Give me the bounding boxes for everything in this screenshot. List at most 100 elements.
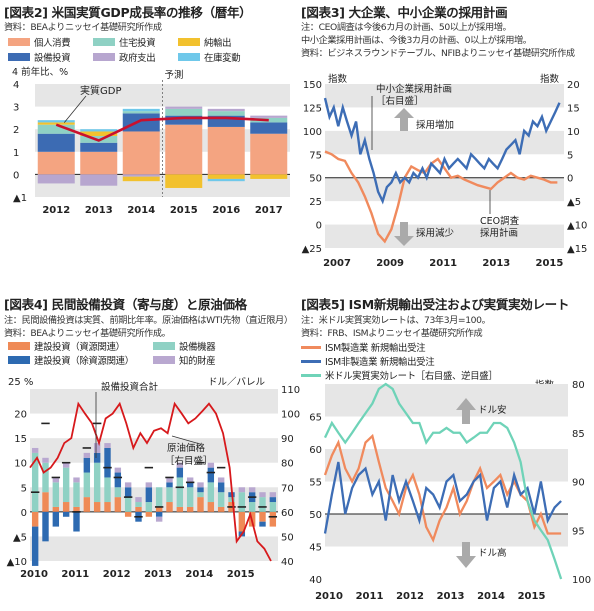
fig4-bar-segment	[62, 467, 70, 503]
fig5-reer-line	[323, 382, 563, 580]
fig2-legend-swatch	[178, 53, 200, 61]
fig2-gdp-label: 実質GDP	[80, 84, 121, 97]
fig5-down-label: ドル高	[478, 547, 507, 559]
fig4-bar-segment	[83, 457, 91, 473]
fig3-xtick: 2015	[536, 258, 564, 269]
fig2-legend-item: 純輸出	[178, 35, 232, 49]
fig5-yleft-tick: 65	[309, 413, 322, 424]
fig2-bar-segment	[207, 174, 245, 179]
fig4-bar-segment	[135, 497, 142, 503]
fig4-bar-segment	[176, 477, 184, 507]
fig3-ceo-line	[324, 150, 558, 244]
fig4-legend-label: 建設投資（除資源関連）	[34, 356, 134, 367]
fig4-bar-segment	[166, 487, 173, 503]
fig2-bar-segment	[165, 124, 203, 175]
fig4-bar-segment	[217, 492, 225, 507]
fig3-yleft-tick: 25	[309, 197, 322, 208]
fig2-bar-segment	[165, 115, 203, 125]
fig2-legend-item: 政府支出	[93, 50, 156, 64]
fig3-up-label: 採用増加	[416, 119, 454, 131]
fig4-legend-label: 知的財産	[179, 356, 216, 367]
fig3-xtick: 2013	[482, 258, 510, 269]
fig4-bar-segment	[166, 477, 173, 483]
fig3-down-label: 採用減少	[416, 227, 455, 239]
fig4-legend-swatch	[153, 342, 175, 350]
fig4-bar-segment	[52, 477, 60, 483]
fig5-legend-item: 米ドル実質実効レート［右目盛、逆目盛］	[301, 368, 498, 382]
fig4-bar-segment	[228, 502, 235, 512]
fig4-bar-segment	[176, 462, 184, 468]
fig4-bar-segment	[42, 462, 49, 493]
fig2-bar-segment	[207, 108, 245, 112]
fig4-yleft-tick: 10	[14, 459, 27, 470]
fig4-yright-tick: 100	[281, 410, 300, 421]
fig4-bar-segment	[114, 487, 122, 498]
fig3-yright-tick: ▲10	[567, 221, 587, 232]
fig3-smallbiz-line	[323, 97, 561, 205]
fig2-bar-segment	[37, 174, 75, 184]
fig2-bar-segment	[37, 133, 75, 152]
fig4-band	[30, 487, 278, 512]
fig4-bar-segment	[176, 506, 184, 512]
fig3-band	[325, 84, 564, 108]
fig2-xtick: 2013	[85, 205, 113, 216]
fig4-bar-segment	[124, 482, 132, 488]
fig4-bar-segment	[73, 511, 80, 532]
fig3-yleft-tick: 125	[303, 103, 322, 114]
fig3-band	[325, 177, 564, 202]
fig2-xtick: 2014	[127, 205, 155, 216]
fig2-bar-segment	[250, 115, 288, 118]
fig2-title: [図表2] 米国実質GDP成長率の推移（暦年）	[4, 5, 252, 20]
fig2-bar-segment	[122, 174, 160, 177]
fig4-bar-segment	[248, 492, 256, 503]
fig2-bar-segment	[122, 108, 160, 112]
fig4-bar-segment	[93, 443, 101, 453]
fig2-band	[35, 129, 290, 152]
fig4-bar-segment	[186, 477, 194, 483]
fig4-bar-segment	[104, 502, 111, 512]
fig5-up-arrow-icon	[456, 398, 476, 424]
fig2-legend-label: 純輸出	[204, 38, 232, 49]
fig5-band	[325, 514, 568, 547]
fig4-bar-segment	[73, 482, 80, 507]
fig4-yleft-tick: ▲10	[7, 557, 27, 568]
fig4-bar-segment	[135, 511, 142, 522]
fig3-xtick: 2009	[376, 258, 404, 269]
fig4-bar-segment	[135, 506, 142, 512]
fig4-yright-tick: 80	[281, 459, 294, 470]
fig4-source: 資料：BEAよりニッセイ基礎研究所作成。	[4, 328, 171, 339]
fig4-bar-segment	[217, 477, 225, 483]
fig3-yright-tick: ▲5	[567, 197, 581, 208]
fig4-bar-segment	[93, 502, 101, 512]
fig4-band	[30, 389, 278, 414]
fig2-bar-segment	[250, 122, 288, 134]
fig2-xtick: 2016	[212, 205, 240, 216]
fig4-bar-segment	[31, 511, 39, 527]
fig4-bar-segment	[207, 482, 215, 503]
fig3-yleft-tick: 75	[309, 150, 322, 161]
fig4-bar-segment	[124, 487, 132, 498]
fig2-legend-label: 設備投資	[34, 53, 71, 64]
fig4-bar-segment	[197, 497, 204, 512]
fig4-bar-segment	[31, 526, 39, 566]
fig4-bar-segment	[73, 477, 80, 483]
fig2-bar-segment	[80, 151, 118, 175]
fig4-bar-segment	[228, 497, 235, 503]
fig4-yleft-unit: 25 %	[8, 377, 33, 388]
fig4-bar-segment	[186, 487, 194, 507]
fig4-yright-tick: 70	[281, 483, 294, 494]
fig4-oil-label: 原油価格	[167, 442, 206, 454]
fig2-bar-segment	[80, 174, 118, 186]
fig4-bar-segment	[104, 447, 111, 478]
fig2-band	[35, 174, 290, 197]
fig2-ytick: 3	[13, 103, 19, 114]
fig4-bar-segment	[269, 502, 277, 512]
fig4-bar-segment	[83, 497, 91, 512]
fig2-bar-segment	[37, 122, 75, 125]
fig4-yright-unit: ドル／バレル	[208, 377, 266, 388]
fig4-bar-segment	[197, 487, 204, 493]
fig5-title: [図表5] ISM新規輸出受注および実質実効レート	[301, 297, 570, 312]
fig4-bar-segment	[155, 511, 163, 517]
fig5-down-arrow-icon	[456, 542, 476, 568]
fig3-note2: 中小企業採用計画は、今後3カ月の計画、0以上が採用増。	[301, 35, 532, 46]
